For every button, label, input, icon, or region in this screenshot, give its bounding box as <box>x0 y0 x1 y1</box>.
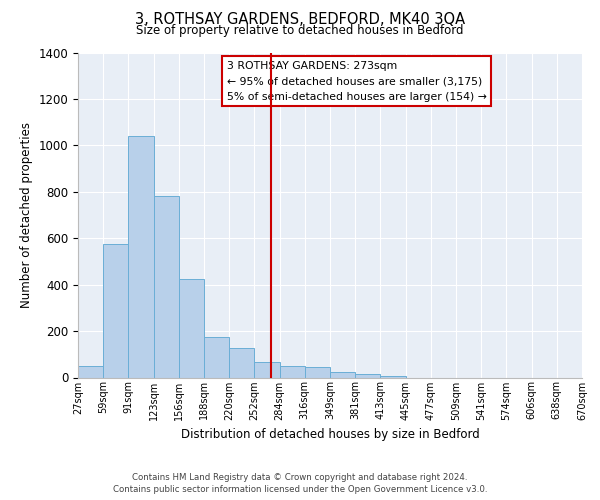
Bar <box>330 372 355 378</box>
Bar <box>78 366 103 378</box>
Text: 3 ROTHSAY GARDENS: 273sqm
← 95% of detached houses are smaller (3,175)
5% of sem: 3 ROTHSAY GARDENS: 273sqm ← 95% of detac… <box>227 60 487 102</box>
Bar <box>380 376 406 378</box>
Bar <box>103 244 128 378</box>
Bar <box>280 366 305 378</box>
Bar <box>128 136 154 378</box>
Text: Size of property relative to detached houses in Bedford: Size of property relative to detached ho… <box>136 24 464 37</box>
Bar <box>355 374 380 378</box>
Bar <box>154 196 179 378</box>
Text: 3, ROTHSAY GARDENS, BEDFORD, MK40 3QA: 3, ROTHSAY GARDENS, BEDFORD, MK40 3QA <box>135 12 465 28</box>
Bar <box>229 348 254 378</box>
Bar <box>179 279 204 378</box>
Y-axis label: Number of detached properties: Number of detached properties <box>20 122 33 308</box>
Text: Contains HM Land Registry data © Crown copyright and database right 2024.
Contai: Contains HM Land Registry data © Crown c… <box>113 473 487 494</box>
Bar <box>305 367 330 378</box>
X-axis label: Distribution of detached houses by size in Bedford: Distribution of detached houses by size … <box>181 428 479 441</box>
Bar <box>204 337 229 378</box>
Bar <box>254 362 280 378</box>
